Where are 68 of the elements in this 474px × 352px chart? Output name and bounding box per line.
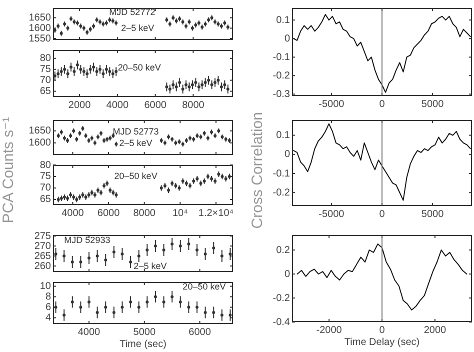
y-tick-label: 275: [34, 230, 52, 242]
y-tick-label: 270: [34, 240, 52, 252]
y-tick-label: -0.2: [272, 292, 290, 304]
y-tick-label: -0.2: [272, 70, 290, 82]
y-tick-label: -0.1: [272, 168, 290, 180]
y-tick-label: 70: [40, 75, 52, 86]
annotation: 20–50 keV: [182, 282, 226, 292]
x-tick-label: 2000: [424, 324, 446, 336]
annotation: 2–5 keV: [119, 138, 152, 148]
y-tick-label: 80: [40, 160, 52, 171]
x-axis-title: Time Delay (sec): [344, 336, 420, 348]
y-tick-label: 265: [34, 250, 52, 262]
y-tick-label: 1550: [28, 33, 52, 44]
annotation: 2–5 keV: [134, 260, 167, 271]
x-tick-label: 2000: [68, 100, 92, 111]
x-tick-label: 0: [379, 98, 386, 110]
x-tick-label: 5000: [133, 326, 156, 338]
annotation: 2–5 keV: [121, 22, 154, 33]
x-tick-label: 8000: [133, 208, 156, 219]
annotation: MJD 52773: [112, 126, 159, 136]
y-tick-label: 65: [40, 86, 52, 98]
x-tick-label: 0: [379, 324, 386, 336]
y-tick-label: 8: [45, 291, 52, 302]
x-tick-label: 4000: [106, 100, 129, 111]
y-tick-label: 80: [40, 53, 52, 64]
x-tick-label: 10⁴: [172, 208, 188, 219]
x-tick-label: -2000: [316, 324, 342, 336]
x-tick-label: 6000: [97, 208, 120, 219]
x-tick-label: -5000: [318, 98, 345, 110]
y-tick-label: 65: [40, 194, 52, 206]
x-axis-title: Time (sec): [120, 338, 166, 350]
y-tick-label: 0.1: [276, 130, 290, 142]
annotation: 20–50 keV: [118, 62, 161, 72]
x-tick-label: 5000: [421, 98, 444, 110]
y-tick-label: 75: [40, 171, 52, 182]
y-tick-label: 4: [45, 312, 52, 324]
y-tick-label: 1600: [28, 138, 52, 149]
annotation: 20–50 keV: [114, 171, 158, 182]
y-tick-label: 75: [40, 64, 52, 76]
annotation: MJD 52772: [109, 6, 156, 17]
y-tick-label: 70: [40, 182, 52, 194]
y-tick-label: 10: [40, 280, 52, 292]
x-tick-label: 4000: [78, 326, 101, 338]
y-tick-label: 0: [284, 268, 290, 280]
x-tick-label: 6000: [144, 100, 167, 111]
x-tick-label: -5000: [318, 208, 345, 220]
x-tick-label: 5000: [421, 208, 444, 220]
x-tick-label: 6000: [188, 326, 212, 338]
y-tick-label: 1600: [28, 22, 52, 34]
y-tick-label: -0.4: [272, 316, 290, 328]
y-tick-label: -0.2: [272, 187, 290, 198]
y-tick-label: 6: [45, 302, 52, 313]
y-tick-label: 1650: [28, 12, 52, 24]
y-tick-label: -0.3: [272, 88, 290, 100]
y-tick-label: 260: [34, 260, 52, 272]
y-tick-label: 0: [284, 33, 290, 44]
x-tick-label: 8000: [182, 100, 205, 111]
y-tick-label: 0.1: [276, 14, 290, 26]
y-tick-label: 0: [284, 149, 290, 160]
y-tick-label: 1650: [28, 126, 52, 137]
y-tick-label: 0.2: [276, 244, 290, 256]
y-axis-title: PCA Counts s⁻¹: [0, 116, 18, 224]
y-axis-title: Cross Correlation: [248, 112, 266, 228]
y-tick-label: -0.1: [272, 52, 290, 63]
x-tick-label: 0: [379, 208, 386, 220]
x-tick-label: 4000: [62, 208, 84, 219]
x-tick-label: 1.2×10⁴: [198, 208, 234, 219]
annotation: MJD 52933: [64, 235, 110, 246]
